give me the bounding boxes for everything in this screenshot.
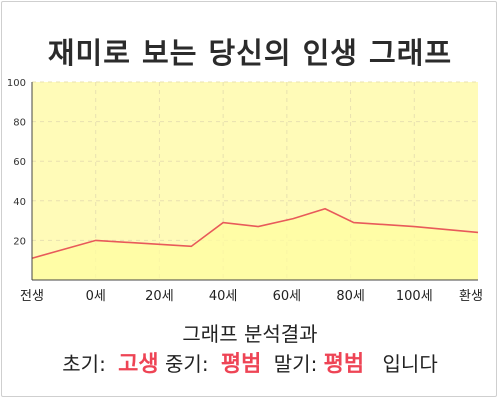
y-tick-label: 100	[7, 78, 26, 89]
x-tick-label: 0세	[86, 289, 106, 304]
late-value: 평범	[323, 352, 365, 377]
analysis-heading: 그래프 분석결과	[182, 322, 318, 346]
series-line	[31, 207, 479, 259]
early-label: 초기:	[62, 352, 106, 376]
early-value: 고생	[118, 352, 159, 377]
x-tick-label: 60세	[273, 289, 302, 304]
y-tick-label: 80	[13, 118, 26, 129]
x-tick-label: 20세	[145, 289, 174, 304]
y-tick-label: 60	[13, 157, 26, 168]
y-tick-label: 20	[13, 236, 26, 247]
x-tick-label: 100세	[396, 289, 433, 304]
analysis-result-line: 초기: 고생 중기: 평범 말기: 평범 입니다	[0, 346, 500, 378]
late-label: 말기:	[273, 352, 318, 376]
x-tick-label: 전생	[20, 289, 44, 304]
y-tick-label: 40	[13, 197, 26, 208]
middle-label: 중기:	[165, 352, 209, 376]
result-suffix: 입니다	[382, 352, 438, 376]
life-chart: 20 40 60 80 100 전생 0세 20세 40세 60세 80세 100세 환생	[7, 78, 483, 304]
x-tick-label: 환생	[459, 289, 483, 304]
page-title: 재미로 보는 당신의 인생 그래프	[47, 36, 453, 70]
middle-value: 평범	[220, 352, 262, 377]
area-fill	[32, 208, 478, 280]
x-tick-label: 80세	[336, 289, 365, 304]
x-tick-label: 40세	[209, 289, 238, 304]
